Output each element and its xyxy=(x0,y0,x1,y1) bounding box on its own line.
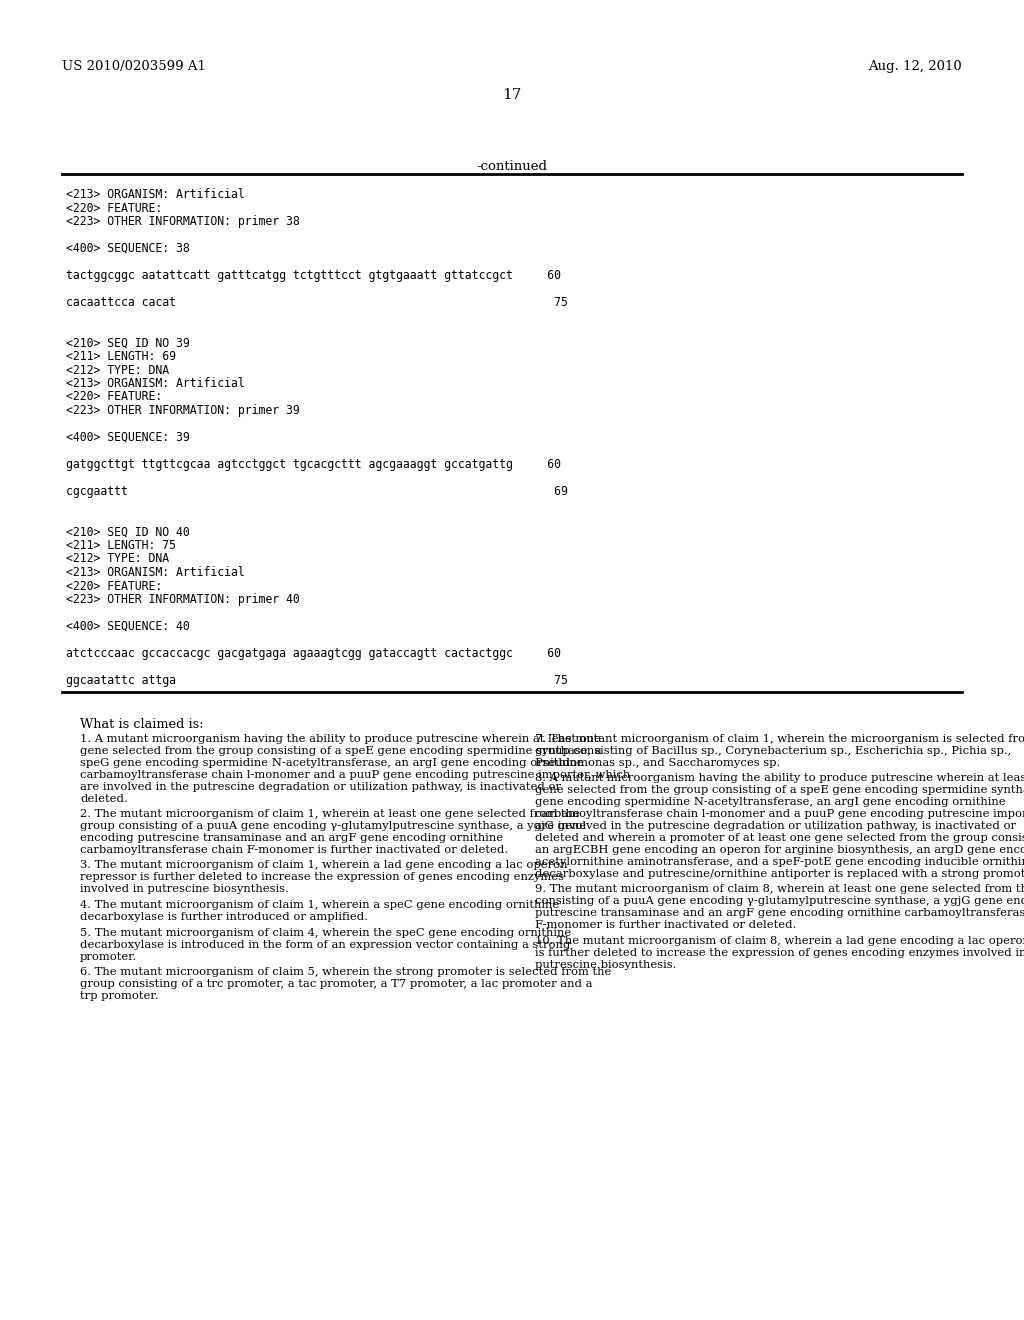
Text: cacaattcca cacat                                                       75: cacaattcca cacat 75 xyxy=(66,296,568,309)
Text: carbamoyltransferase chain l-monomer and a puuP gene encoding putrescine importe: carbamoyltransferase chain l-monomer and… xyxy=(80,770,630,780)
Text: gene selected from the group consisting of a speE gene encoding spermidine synth: gene selected from the group consisting … xyxy=(80,746,602,755)
Text: <400> SEQUENCE: 39: <400> SEQUENCE: 39 xyxy=(66,432,189,444)
Text: gene selected from the group consisting of a speE gene encoding spermidine synth: gene selected from the group consisting … xyxy=(535,785,1024,795)
Text: decarboxylase is further introduced or amplified.: decarboxylase is further introduced or a… xyxy=(80,912,368,921)
Text: consisting of a puuA gene encoding γ-glutamylputrescine synthase, a ygjG gene en: consisting of a puuA gene encoding γ-glu… xyxy=(535,896,1024,907)
Text: 8. A mutant microorganism having the ability to produce putrescine wherein at le: 8. A mutant microorganism having the abi… xyxy=(535,774,1024,783)
Text: carbamoyltransferase chain l-monomer and a puuP gene encoding putrescine importe: carbamoyltransferase chain l-monomer and… xyxy=(535,809,1024,818)
Text: 2. The mutant microorganism of claim 1, wherein at least one gene selected from : 2. The mutant microorganism of claim 1, … xyxy=(80,809,580,818)
Text: carbamoyltransferase chain F-monomer is further inactivated or deleted.: carbamoyltransferase chain F-monomer is … xyxy=(80,845,508,855)
Text: are involved in the putrescine degradation or utilization pathway, is inactivate: are involved in the putrescine degradati… xyxy=(80,781,561,792)
Text: <220> FEATURE:: <220> FEATURE: xyxy=(66,391,162,404)
Text: 4. The mutant microorganism of claim 1, wherein a speC gene encoding ornithine: 4. The mutant microorganism of claim 1, … xyxy=(80,900,559,909)
Text: <210> SEQ ID NO 39: <210> SEQ ID NO 39 xyxy=(66,337,189,350)
Text: <213> ORGANISM: Artificial: <213> ORGANISM: Artificial xyxy=(66,187,245,201)
Text: <212> TYPE: DNA: <212> TYPE: DNA xyxy=(66,553,169,565)
Text: Pseudomonas sp., and Saccharomyces sp.: Pseudomonas sp., and Saccharomyces sp. xyxy=(535,758,780,767)
Text: -continued: -continued xyxy=(476,160,548,173)
Text: group consisting of Bacillus sp., Corynebacterium sp., Escherichia sp., Pichia s: group consisting of Bacillus sp., Coryne… xyxy=(535,746,1012,755)
Text: decarboxylase and putrescine/ornithine antiporter is replaced with a strong prom: decarboxylase and putrescine/ornithine a… xyxy=(535,869,1024,879)
Text: involved in putrescine biosynthesis.: involved in putrescine biosynthesis. xyxy=(80,884,289,895)
Text: <211> LENGTH: 75: <211> LENGTH: 75 xyxy=(66,539,176,552)
Text: <220> FEATURE:: <220> FEATURE: xyxy=(66,202,162,214)
Text: putrescine biosynthesis.: putrescine biosynthesis. xyxy=(535,960,677,970)
Text: US 2010/0203599 A1: US 2010/0203599 A1 xyxy=(62,59,206,73)
Text: <223> OTHER INFORMATION: primer 39: <223> OTHER INFORMATION: primer 39 xyxy=(66,404,300,417)
Text: <223> OTHER INFORMATION: primer 38: <223> OTHER INFORMATION: primer 38 xyxy=(66,215,300,228)
Text: group consisting of a puuA gene encoding γ-glutamylputrescine synthase, a ygjG g: group consisting of a puuA gene encoding… xyxy=(80,821,586,832)
Text: <213> ORGANISM: Artificial: <213> ORGANISM: Artificial xyxy=(66,566,245,579)
Text: an argECBH gene encoding an operon for arginine biosynthesis, an argD gene encod: an argECBH gene encoding an operon for a… xyxy=(535,845,1024,855)
Text: 9. The mutant microorganism of claim 8, wherein at least one gene selected from : 9. The mutant microorganism of claim 8, … xyxy=(535,884,1024,895)
Text: <223> OTHER INFORMATION: primer 40: <223> OTHER INFORMATION: primer 40 xyxy=(66,593,300,606)
Text: group consisting of a trc promoter, a tac promoter, a T7 promoter, a lac promote: group consisting of a trc promoter, a ta… xyxy=(80,979,593,989)
Text: is further deleted to increase the expression of genes encoding enzymes involved: is further deleted to increase the expre… xyxy=(535,948,1024,958)
Text: 10. The mutant microorganism of claim 8, wherein a lad gene encoding a lac opero: 10. The mutant microorganism of claim 8,… xyxy=(535,936,1024,946)
Text: encoding putrescine transaminase and an argF gene encoding ornithine: encoding putrescine transaminase and an … xyxy=(80,833,503,843)
Text: <213> ORGANISM: Artificial: <213> ORGANISM: Artificial xyxy=(66,378,245,389)
Text: <400> SEQUENCE: 40: <400> SEQUENCE: 40 xyxy=(66,620,189,634)
Text: Aug. 12, 2010: Aug. 12, 2010 xyxy=(868,59,962,73)
Text: 3. The mutant microorganism of claim 1, wherein a lad gene encoding a lac operon: 3. The mutant microorganism of claim 1, … xyxy=(80,861,567,870)
Text: acetylornithine aminotransferase, and a speF-potE gene encoding inducible ornith: acetylornithine aminotransferase, and a … xyxy=(535,857,1024,867)
Text: gene encoding spermidine N-acetyltransferase, an argI gene encoding ornithine: gene encoding spermidine N-acetyltransfe… xyxy=(535,797,1006,807)
Text: speG gene encoding spermidine N-acetyltransferase, an argI gene encoding ornithi: speG gene encoding spermidine N-acetyltr… xyxy=(80,758,584,767)
Text: 7. The mutant microorganism of claim 1, wherein the microorganism is selected fr: 7. The mutant microorganism of claim 1, … xyxy=(535,734,1024,743)
Text: <220> FEATURE:: <220> FEATURE: xyxy=(66,579,162,593)
Text: decarboxylase is introduced in the form of an expression vector containing a str: decarboxylase is introduced in the form … xyxy=(80,940,570,949)
Text: 5. The mutant microorganism of claim 4, wherein the speC gene encoding ornithine: 5. The mutant microorganism of claim 4, … xyxy=(80,928,571,937)
Text: 17: 17 xyxy=(503,88,521,102)
Text: tactggcggc aatattcatt gatttcatgg tctgtttcct gtgtgaaatt gttatccgct     60: tactggcggc aatattcatt gatttcatgg tctgttt… xyxy=(66,269,561,282)
Text: promoter.: promoter. xyxy=(80,952,137,961)
Text: ggcaatattc attga                                                       75: ggcaatattc attga 75 xyxy=(66,675,568,686)
Text: <211> LENGTH: 69: <211> LENGTH: 69 xyxy=(66,350,176,363)
Text: <212> TYPE: DNA: <212> TYPE: DNA xyxy=(66,363,169,376)
Text: repressor is further deleted to increase the expression of genes encoding enzyme: repressor is further deleted to increase… xyxy=(80,873,564,883)
Text: What is claimed is:: What is claimed is: xyxy=(80,718,204,730)
Text: trp promoter.: trp promoter. xyxy=(80,991,159,1001)
Text: 1. A mutant microorganism having the ability to produce putrescine wherein at le: 1. A mutant microorganism having the abi… xyxy=(80,734,601,743)
Text: atctcccaac gccaccacgc gacgatgaga agaaagtcgg gataccagtt cactactggc     60: atctcccaac gccaccacgc gacgatgaga agaaagt… xyxy=(66,647,561,660)
Text: F-monomer is further inactivated or deleted.: F-monomer is further inactivated or dele… xyxy=(535,920,797,931)
Text: 6. The mutant microorganism of claim 5, wherein the strong promoter is selected : 6. The mutant microorganism of claim 5, … xyxy=(80,968,611,977)
Text: gatggcttgt ttgttcgcaa agtcctggct tgcacgcttt agcgaaaggt gccatgattg     60: gatggcttgt ttgttcgcaa agtcctggct tgcacgc… xyxy=(66,458,561,471)
Text: deleted.: deleted. xyxy=(80,793,128,804)
Text: <210> SEQ ID NO 40: <210> SEQ ID NO 40 xyxy=(66,525,189,539)
Text: cgcgaattt                                                              69: cgcgaattt 69 xyxy=(66,484,568,498)
Text: <400> SEQUENCE: 38: <400> SEQUENCE: 38 xyxy=(66,242,189,255)
Text: deleted and wherein a promoter of at least one gene selected from the group cons: deleted and wherein a promoter of at lea… xyxy=(535,833,1024,843)
Text: are involved in the putrescine degradation or utilization pathway, is inactivate: are involved in the putrescine degradati… xyxy=(535,821,1016,832)
Text: putrescine transaminase and an argF gene encoding ornithine carbamoyltransferase: putrescine transaminase and an argF gene… xyxy=(535,908,1024,919)
